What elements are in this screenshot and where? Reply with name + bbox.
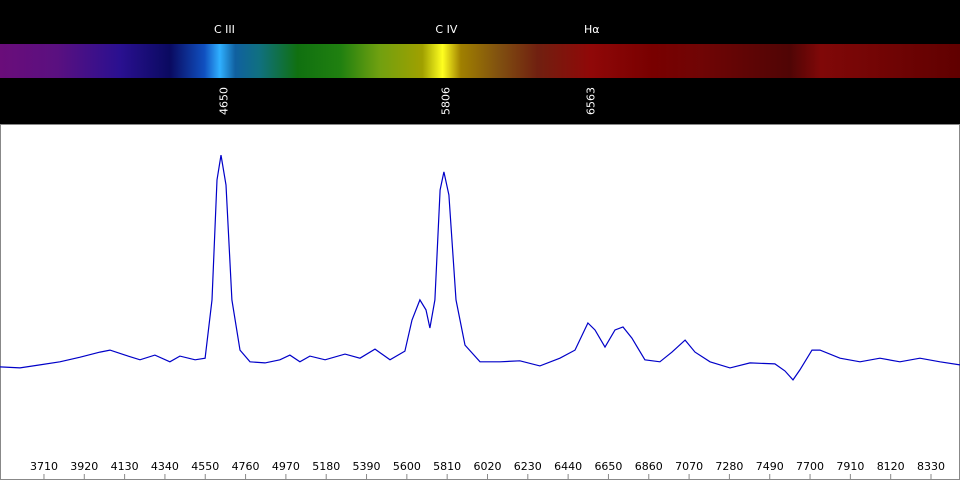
x-tick-label: 4760 — [232, 460, 260, 473]
x-tick-label: 4340 — [151, 460, 179, 473]
x-tick-label: 7070 — [675, 460, 703, 473]
x-tick-label: 6650 — [594, 460, 622, 473]
x-tick-label: 3920 — [70, 460, 98, 473]
spectrum-strip — [0, 44, 960, 78]
x-tick-label: 8120 — [877, 460, 905, 473]
x-tick-label: 3710 — [30, 460, 58, 473]
x-tick-label: 6440 — [554, 460, 582, 473]
x-tick-label: 7280 — [715, 460, 743, 473]
x-tick-label: 6230 — [514, 460, 542, 473]
line-label: Hα — [584, 23, 600, 36]
line-wavelength: 6563 — [585, 87, 598, 115]
x-tick-label: 4550 — [191, 460, 219, 473]
x-tick-label: 6860 — [635, 460, 663, 473]
x-tick-label: 5810 — [433, 460, 461, 473]
x-tick-label: 5390 — [353, 460, 381, 473]
x-tick-label: 8330 — [917, 460, 945, 473]
line-label: C III — [214, 23, 235, 36]
line-wavelength: 5806 — [439, 87, 452, 115]
line-label: C IV — [435, 23, 457, 36]
x-tick-label: 7700 — [796, 460, 824, 473]
x-tick-label: 4130 — [111, 460, 139, 473]
x-tick-label: 4970 — [272, 460, 300, 473]
x-tick-label: 5180 — [312, 460, 340, 473]
line-wavelength: 4650 — [217, 87, 230, 115]
x-tick-label: 5600 — [393, 460, 421, 473]
x-tick-label: 7910 — [836, 460, 864, 473]
x-tick-label: 6020 — [473, 460, 501, 473]
x-tick-label: 7490 — [756, 460, 784, 473]
spectrum-line — [0, 155, 960, 381]
plot-area — [0, 124, 960, 480]
